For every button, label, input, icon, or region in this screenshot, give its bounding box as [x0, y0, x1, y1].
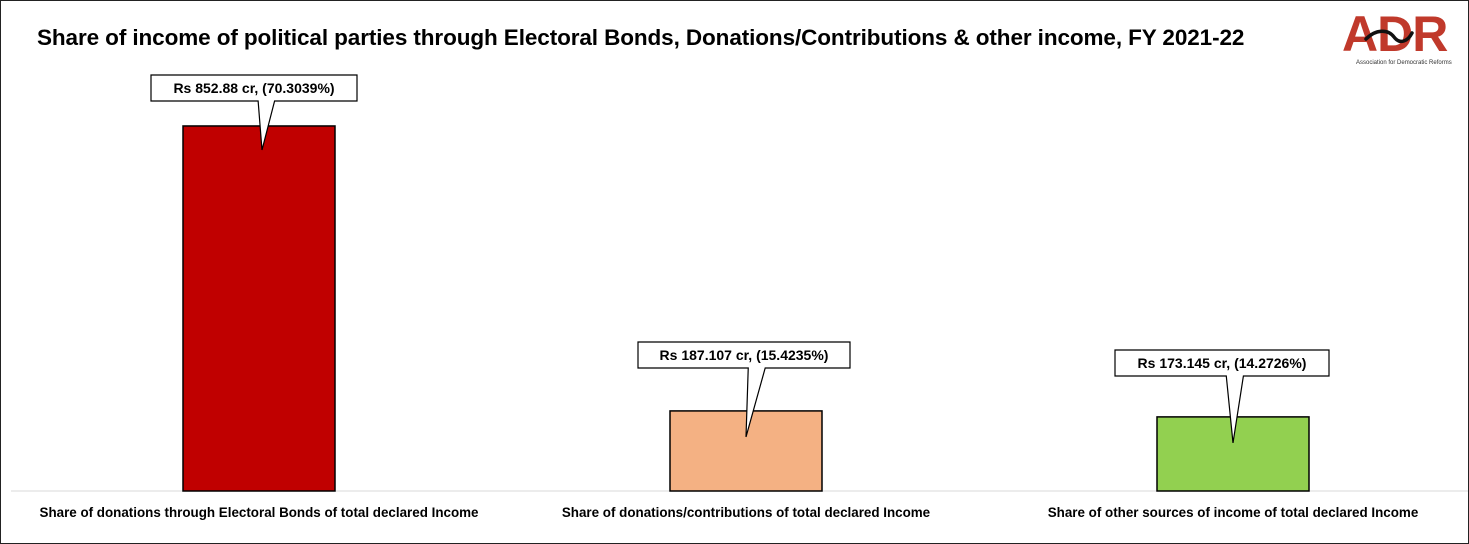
category-label-1: Share of donations through Electoral Bon… — [39, 505, 479, 520]
data-label-3: Rs 173.145 cr, (14.2726%) — [1138, 355, 1307, 371]
data-label-2: Rs 187.107 cr, (15.4235%) — [660, 347, 829, 363]
bar-1 — [182, 125, 336, 492]
logo-letters: ADR — [1342, 6, 1448, 62]
category-label-3: Share of other sources of income of tota… — [1047, 505, 1419, 520]
adr-logo: ADR Association for Democratic Reforms — [1342, 9, 1468, 69]
category-label-2: Share of donations/contributions of tota… — [561, 505, 931, 520]
logo-swoosh-icon — [1364, 29, 1414, 44]
data-label-callout-1 — [150, 74, 358, 151]
chart-title: Share of income of political parties thr… — [37, 25, 1245, 50]
logo-tagline: Association for Democratic Reforms — [1356, 60, 1452, 66]
data-label-callout-3 — [1114, 349, 1330, 443]
data-label-callout-2 — [637, 341, 851, 438]
data-label-1: Rs 852.88 cr, (70.3039%) — [173, 80, 334, 96]
